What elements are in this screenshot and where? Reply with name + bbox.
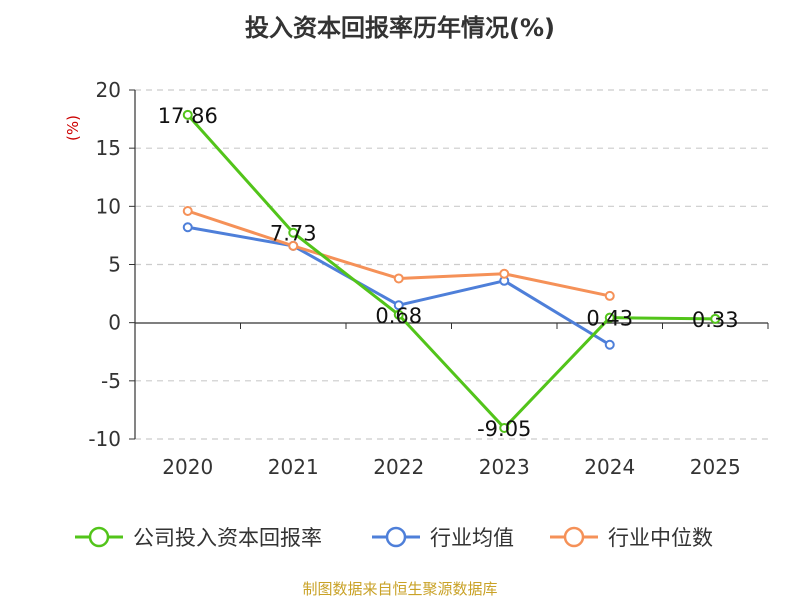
y-tick-label: -5 — [101, 369, 121, 393]
x-tick-label: 2020 — [162, 455, 213, 479]
data-labels: 17.86 7.73 0.68 -9.05 0.43 0.33 — [158, 104, 739, 441]
y-tick-label: 5 — [108, 253, 121, 277]
data-label: 0.33 — [692, 308, 739, 332]
x-tick-label: 2021 — [268, 455, 319, 479]
data-point — [182, 109, 193, 120]
data-point — [288, 240, 299, 251]
y-unit-label: (%) — [64, 115, 82, 141]
x-tick-label: 2024 — [584, 455, 635, 479]
x-tick-label: 2025 — [690, 455, 741, 479]
x-tick-label: 2023 — [479, 455, 530, 479]
y-tick-label: 10 — [96, 194, 121, 218]
data-point — [710, 313, 721, 324]
y-tick-label: 0 — [108, 311, 121, 335]
legend-marker — [563, 526, 585, 548]
source-note: 制图数据来自恒生聚源数据库 — [302, 580, 498, 598]
data-point — [182, 205, 193, 216]
legend-label: 公司投入资本回报率 — [133, 526, 322, 550]
grid-lines — [135, 89, 768, 440]
data-label: 0.43 — [586, 307, 633, 331]
data-point — [604, 339, 615, 350]
data-point — [393, 300, 404, 311]
legend-label: 行业中位数 — [608, 526, 713, 550]
data-label: -9.05 — [477, 417, 531, 441]
data-point — [182, 222, 193, 233]
data-point — [499, 422, 510, 433]
y-tick-label: 15 — [96, 136, 121, 160]
data-point — [604, 290, 615, 301]
data-point — [288, 227, 299, 238]
data-point — [604, 312, 615, 323]
series-line — [186, 113, 716, 430]
y-tick-label: 20 — [96, 78, 121, 102]
legend: 公司投入资本回报率 行业均值 行业中位数 — [75, 526, 713, 550]
legend-marker — [88, 526, 110, 548]
axes: 20 15 10 5 0 -5 -10 2020 2021 2022 2023 2024 2025 (%) — [64, 78, 769, 479]
legend-marker — [385, 526, 407, 548]
series-lines — [182, 109, 721, 433]
data-label: 17.86 — [158, 104, 218, 128]
data-label: 0.68 — [375, 304, 422, 328]
data-point — [499, 268, 510, 279]
data-point — [393, 309, 404, 320]
data-label: 7.73 — [270, 222, 317, 246]
legend-label: 行业均值 — [430, 526, 514, 550]
y-tick-label: -10 — [88, 427, 121, 451]
x-tick-label: 2022 — [373, 455, 424, 479]
data-point — [393, 273, 404, 284]
chart-title: 投入资本回报率历年情况(%) — [245, 14, 555, 42]
